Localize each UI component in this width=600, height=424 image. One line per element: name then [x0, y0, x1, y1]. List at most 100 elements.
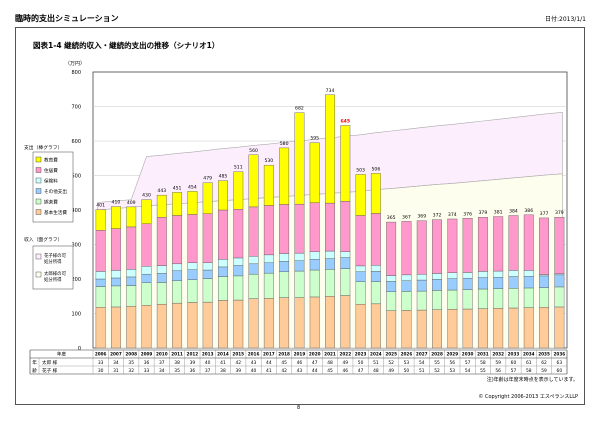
- x-tick-label: 2012: [187, 352, 199, 357]
- y-tick-label: 600: [71, 139, 81, 145]
- bar-segment-2: [401, 280, 412, 292]
- age-value: 55: [480, 368, 486, 374]
- bar-segment-3: [477, 271, 488, 278]
- x-tick-label: 2017: [263, 352, 275, 357]
- bar-segment-0: [263, 298, 274, 349]
- age-value: 47: [312, 360, 318, 366]
- bar-segment-0: [462, 308, 473, 349]
- age-value: 35: [128, 360, 134, 366]
- bar-segment-4: [263, 205, 274, 256]
- bar-segment-1: [279, 271, 290, 298]
- age-value: 43: [251, 360, 257, 366]
- bar-segment-3: [309, 251, 320, 260]
- age-value: 63: [557, 360, 563, 366]
- bar-segment-3: [340, 251, 351, 258]
- age-value: 51: [373, 360, 379, 366]
- total-label: 580: [280, 141, 289, 147]
- total-label: 365: [387, 215, 396, 221]
- bar-segment-1: [370, 281, 381, 305]
- bar-segment-5: [340, 125, 351, 202]
- bar-segment-0: [172, 302, 183, 349]
- legend-label: 花子様の可: [44, 252, 67, 259]
- age-value: 44: [266, 360, 272, 366]
- age-value: 38: [174, 360, 180, 366]
- bar-segment-4: [432, 219, 442, 274]
- bar-segment-2: [187, 269, 198, 280]
- bar-segment-3: [325, 250, 335, 259]
- age-value: 57: [511, 368, 517, 374]
- bar-segment-1: [462, 289, 473, 310]
- age-value: 52: [434, 368, 440, 374]
- age-value: 59: [495, 360, 501, 366]
- bar-segment-0: [309, 296, 320, 349]
- x-tick-label: 2008: [125, 352, 137, 357]
- x-tick-label: 2007: [110, 352, 122, 357]
- bar-segment-2: [248, 263, 259, 275]
- figure-frame: [15, 27, 585, 405]
- total-label: 379: [555, 210, 564, 216]
- total-label: 374: [448, 212, 457, 218]
- legend-label: 娯楽費: [44, 199, 58, 206]
- age-value: 38: [220, 368, 226, 374]
- x-tick-label: 2027: [416, 352, 428, 357]
- legend-swatch: [35, 253, 42, 260]
- total-label: 485: [219, 174, 228, 180]
- legend-label: 太郎様の可: [44, 270, 67, 277]
- bar-segment-3: [355, 265, 366, 272]
- bar-segment-3: [432, 273, 442, 280]
- x-tick-label: 2031: [477, 352, 489, 357]
- y-tick-label: 0: [78, 346, 81, 352]
- bar-segment-1: [539, 287, 550, 308]
- x-tick-label: 2025: [385, 352, 397, 357]
- bar-segment-2: [508, 276, 519, 289]
- bar-segment-4: [355, 215, 366, 267]
- bar-segment-0: [325, 296, 335, 349]
- bar-segment-1: [110, 285, 121, 308]
- total-label: 376: [463, 211, 472, 217]
- bar-segment-2: [477, 277, 488, 290]
- age-value: 50: [404, 368, 410, 374]
- y-axis-label: （万円）: [65, 61, 85, 67]
- legend-income-title: 収入（面グラフ）: [24, 236, 62, 243]
- total-label: 377: [540, 211, 549, 217]
- age-value: 57: [465, 360, 471, 366]
- age-value: 48: [327, 360, 333, 366]
- age-value: 34: [113, 360, 119, 366]
- bar-segment-1: [187, 279, 198, 303]
- total-label: 369: [417, 214, 426, 220]
- x-tick-label: 2033: [508, 352, 520, 357]
- bar-segment-2: [416, 279, 427, 292]
- legend-swatch: [35, 271, 42, 278]
- total-label: 454: [188, 184, 197, 190]
- bar-segment-3: [156, 265, 167, 274]
- bar-segment-4: [554, 217, 565, 275]
- x-tick-label: 2024: [370, 352, 382, 357]
- bar-segment-2: [156, 273, 167, 283]
- bar-segment-3: [187, 262, 198, 270]
- bar-segment-0: [202, 301, 213, 349]
- y-tick-label: 800: [71, 70, 81, 76]
- bar-segment-0: [110, 306, 121, 349]
- bar-segment-3: [248, 256, 259, 265]
- table-header-label: 年度: [57, 351, 67, 358]
- age-value: 40: [251, 368, 257, 374]
- total-label: 682: [295, 106, 304, 112]
- bar-segment-2: [325, 258, 335, 270]
- total-label: 560: [249, 148, 258, 154]
- x-tick-label: 2010: [156, 352, 168, 357]
- bar-segment-5: [141, 199, 152, 224]
- bar-segment-0: [233, 299, 244, 349]
- bar-segment-4: [172, 215, 183, 265]
- bar-segment-2: [554, 274, 565, 288]
- total-label: 595: [310, 136, 319, 142]
- age-value: 61: [526, 360, 532, 366]
- bar-segment-0: [218, 300, 228, 349]
- bar-segment-2: [447, 278, 458, 291]
- bar-segment-2: [493, 277, 504, 289]
- age-value: 51: [419, 368, 425, 374]
- legend-swatch: [35, 167, 42, 173]
- bar-segment-4: [218, 209, 228, 260]
- total-label: 503: [356, 167, 365, 173]
- bar-segment-2: [309, 259, 320, 271]
